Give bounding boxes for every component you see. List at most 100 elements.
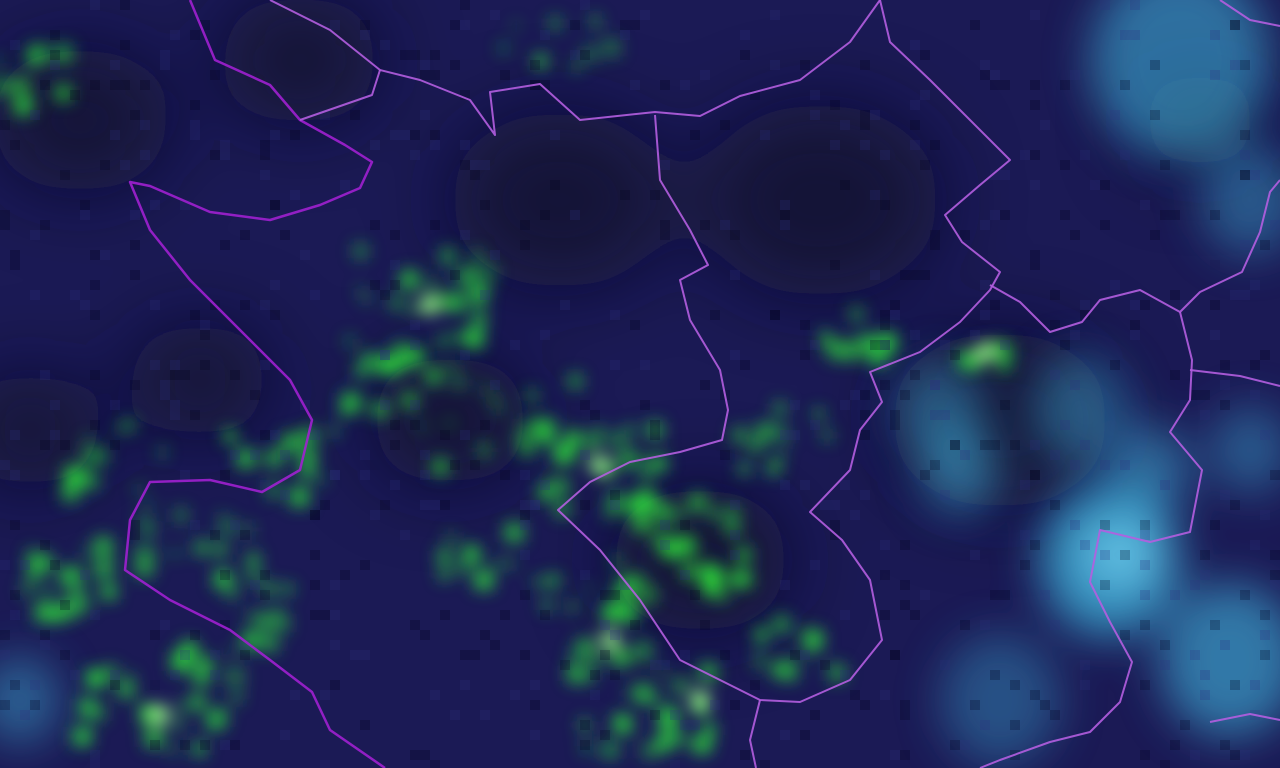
noise-pixel bbox=[150, 200, 160, 210]
vegetation-pixel bbox=[601, 741, 619, 759]
noise-pixel bbox=[890, 650, 900, 660]
vegetation-pixel bbox=[83, 601, 93, 610]
noise-pixel bbox=[240, 640, 250, 650]
vegetation-pixel bbox=[242, 613, 249, 620]
noise-pixel bbox=[690, 590, 700, 600]
vegetation-pixel bbox=[736, 547, 751, 562]
noise-pixel bbox=[160, 50, 170, 60]
vegetation-pixel bbox=[625, 573, 643, 591]
noise-pixel bbox=[160, 620, 170, 630]
noise-pixel bbox=[230, 370, 240, 380]
noise-pixel bbox=[1060, 160, 1070, 170]
noise-pixel bbox=[610, 310, 620, 320]
noise-pixel bbox=[900, 270, 910, 280]
noise-pixel bbox=[150, 630, 160, 640]
noise-pixel bbox=[1100, 550, 1110, 560]
noise-pixel bbox=[70, 290, 80, 300]
noise-pixel bbox=[180, 740, 190, 750]
noise-pixel bbox=[980, 60, 990, 70]
noise-pixel bbox=[840, 400, 850, 410]
vegetation-pixel bbox=[738, 462, 751, 475]
noise-pixel bbox=[10, 520, 20, 530]
noise-pixel bbox=[940, 490, 950, 500]
vegetation-pixel bbox=[263, 636, 279, 652]
noise-pixel bbox=[780, 430, 790, 440]
vegetation-pixel bbox=[471, 250, 483, 262]
vegetation-pixel bbox=[123, 419, 135, 431]
noise-pixel bbox=[270, 130, 280, 140]
noise-pixel bbox=[1000, 210, 1010, 220]
vegetation-pixel bbox=[171, 550, 179, 558]
noise-pixel bbox=[950, 350, 960, 360]
noise-pixel bbox=[150, 300, 160, 310]
vegetation-pixel bbox=[146, 503, 154, 510]
noise-pixel bbox=[10, 610, 20, 620]
noise-pixel bbox=[670, 710, 680, 720]
vegetation-pixel bbox=[479, 382, 486, 389]
noise-pixel bbox=[380, 400, 390, 410]
noise-pixel bbox=[940, 340, 950, 350]
noise-pixel bbox=[360, 30, 370, 40]
noise-pixel bbox=[1270, 580, 1280, 590]
vegetation-pixel bbox=[463, 279, 472, 288]
noise-pixel bbox=[260, 300, 270, 310]
noise-pixel bbox=[420, 110, 430, 120]
noise-pixel bbox=[500, 610, 510, 620]
noise-pixel bbox=[1150, 60, 1160, 70]
noise-pixel bbox=[470, 160, 480, 170]
noise-pixel bbox=[540, 330, 550, 340]
noise-pixel bbox=[570, 50, 580, 60]
noise-pixel bbox=[1050, 320, 1060, 330]
vegetation-pixel bbox=[610, 432, 624, 446]
noise-pixel bbox=[730, 350, 740, 360]
noise-pixel bbox=[1030, 690, 1040, 700]
noise-pixel bbox=[190, 520, 200, 530]
vegetation-pixel bbox=[0, 77, 5, 96]
noise-pixel bbox=[140, 80, 150, 90]
noise-pixel bbox=[1040, 700, 1050, 710]
noise-pixel bbox=[670, 760, 680, 768]
dark-patch bbox=[220, 0, 380, 124]
noise-pixel bbox=[170, 400, 180, 410]
vegetation-pixel bbox=[776, 423, 785, 432]
noise-pixel bbox=[990, 80, 1000, 90]
noise-pixel bbox=[1230, 20, 1240, 30]
noise-pixel bbox=[700, 220, 710, 230]
vegetation-pixel bbox=[453, 376, 465, 389]
vegetation-pixel bbox=[262, 629, 270, 636]
vegetation-pixel bbox=[127, 672, 135, 680]
vegetation-pixel bbox=[411, 348, 425, 362]
vegetation-pixel bbox=[174, 720, 184, 729]
border-line bbox=[749, 699, 761, 768]
noise-pixel bbox=[310, 510, 320, 520]
noise-pixel bbox=[10, 250, 20, 260]
vegetation-pixel bbox=[225, 586, 239, 600]
vegetation-pixel bbox=[754, 657, 766, 669]
noise-pixel bbox=[230, 740, 240, 750]
noise-pixel bbox=[1210, 330, 1220, 340]
noise-pixel bbox=[190, 630, 200, 640]
noise-pixel bbox=[430, 690, 440, 700]
noise-pixel bbox=[880, 310, 890, 320]
noise-pixel bbox=[1200, 480, 1210, 490]
vegetation-pixel bbox=[445, 419, 454, 428]
noise-pixel bbox=[690, 130, 700, 140]
noise-pixel bbox=[750, 680, 760, 690]
vegetation-pixel bbox=[26, 571, 40, 586]
vegetation-pixel bbox=[664, 528, 671, 535]
noise-pixel bbox=[930, 460, 940, 470]
noise-pixel bbox=[240, 300, 250, 310]
noise-pixel bbox=[330, 470, 340, 480]
vegetation-bright-spot bbox=[600, 630, 620, 650]
noise-pixel bbox=[490, 10, 500, 20]
noise-pixel bbox=[1230, 500, 1240, 510]
noise-pixel bbox=[220, 470, 230, 480]
cloud-patch bbox=[1210, 406, 1280, 494]
noise-pixel bbox=[1260, 610, 1270, 620]
noise-pixel bbox=[1270, 220, 1280, 230]
noise-pixel bbox=[920, 590, 930, 600]
vegetation-pixel bbox=[262, 581, 277, 596]
vegetation-pixel bbox=[568, 602, 577, 612]
noise-pixel bbox=[270, 200, 280, 210]
